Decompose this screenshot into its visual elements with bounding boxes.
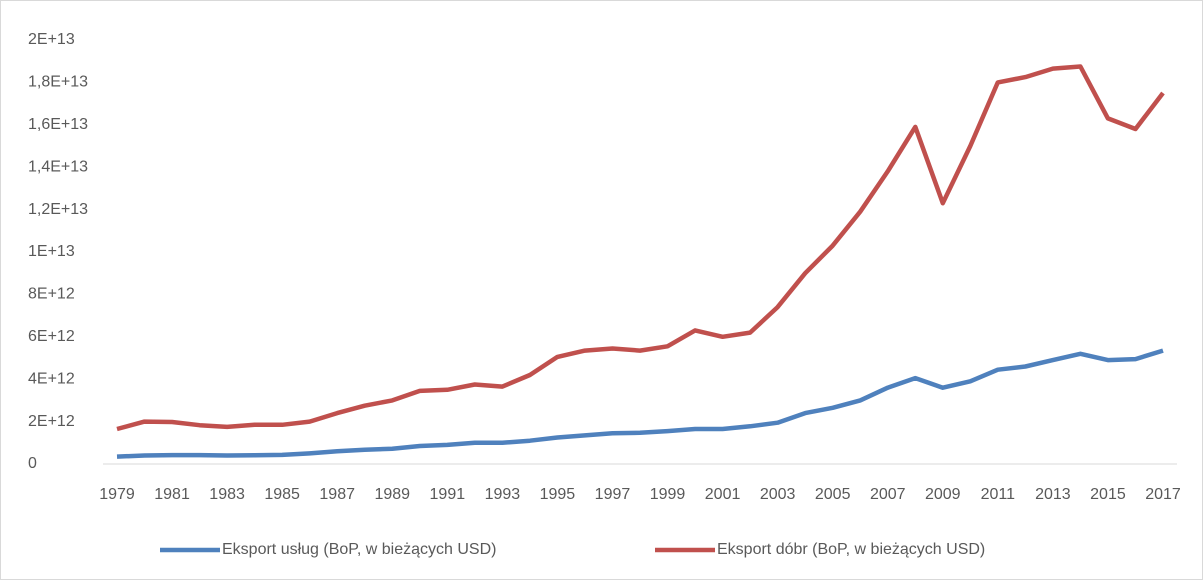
x-tick-label: 2001 <box>705 486 741 503</box>
legend-label: Eksport usług (BoP, w bieżących USD) <box>222 541 496 558</box>
y-tick-label: 1,8E+13 <box>28 74 88 91</box>
x-tick-label: 1999 <box>650 486 686 503</box>
y-tick-label: 8E+12 <box>28 286 75 303</box>
x-tick-label: 2007 <box>870 486 906 503</box>
y-tick-label: 2E+13 <box>28 31 75 48</box>
y-tick-label: 1E+13 <box>28 243 75 260</box>
x-tick-label: 1993 <box>485 486 521 503</box>
x-tick-label: 2003 <box>760 486 796 503</box>
line-series <box>116 64 1165 432</box>
x-tick-label: 2011 <box>981 486 1016 503</box>
x-tick-label: 1981 <box>154 486 190 503</box>
y-tick-label: 2E+12 <box>28 413 75 430</box>
x-tick-label: 2013 <box>1035 486 1071 503</box>
x-tick-label: 1995 <box>540 486 576 503</box>
legend-label: Eksport dóbr (BoP, w bieżących USD) <box>717 541 985 558</box>
x-tick-label: 1987 <box>319 486 355 503</box>
y-tick-label: 0 <box>28 455 37 472</box>
x-tick-label: 2005 <box>815 486 851 503</box>
x-tick-label: 1991 <box>430 486 466 503</box>
x-tick-label: 2009 <box>925 486 961 503</box>
x-tick-label: 1979 <box>99 486 135 503</box>
line-series <box>116 348 1164 459</box>
x-tick-label: 1985 <box>264 486 300 503</box>
x-tick-label: 1997 <box>595 486 631 503</box>
y-tick-label: 1,2E+13 <box>28 201 88 218</box>
y-tick-label: 1,4E+13 <box>28 158 88 175</box>
y-tick-label: 1,6E+13 <box>28 116 88 133</box>
x-tick-label: 1989 <box>374 486 410 503</box>
x-tick-label: 1983 <box>209 486 245 503</box>
y-tick-label: 4E+12 <box>28 370 75 387</box>
x-tick-label: 2017 <box>1145 486 1181 503</box>
y-tick-label: 6E+12 <box>28 328 75 345</box>
x-tick-label: 2015 <box>1090 486 1126 503</box>
